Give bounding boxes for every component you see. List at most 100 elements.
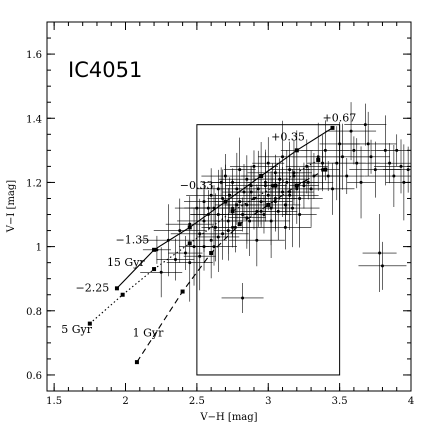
- data-point: [269, 206, 273, 210]
- data-point: [302, 184, 306, 188]
- data-point: [355, 161, 359, 165]
- model-track-marker: [323, 167, 328, 172]
- data-point: [345, 174, 349, 178]
- model-track-marker: [187, 225, 192, 230]
- data-point: [173, 257, 177, 261]
- data-point: [298, 196, 302, 200]
- data-point: [212, 206, 216, 210]
- data-point: [216, 213, 220, 217]
- annotation-label: −0.33: [180, 179, 214, 192]
- data-point: [309, 187, 313, 191]
- y-tick-label: 1.6: [26, 50, 42, 61]
- selection-box-0: [196, 124, 341, 376]
- annotation-label: 1 Gyr: [133, 326, 164, 339]
- data-point: [349, 129, 353, 133]
- data-point: [212, 245, 216, 249]
- data-point: [206, 213, 210, 217]
- data-point: [241, 213, 245, 217]
- model-track-marker: [230, 209, 235, 214]
- annotation-label: 5 Gyr: [61, 323, 92, 336]
- data-point: [228, 193, 232, 197]
- data-point: [231, 225, 235, 229]
- data-point: [326, 174, 330, 178]
- data-point: [235, 203, 239, 207]
- data-point-layer: [155, 123, 410, 300]
- data-point: [366, 142, 370, 146]
- data-point: [281, 190, 285, 194]
- data-point: [219, 180, 223, 184]
- data-point: [388, 161, 392, 165]
- model-track-marker: [114, 286, 119, 291]
- data-point: [359, 180, 363, 184]
- data-point: [221, 232, 225, 236]
- data-point: [198, 232, 202, 236]
- y-axis-label: V−I [mag]: [6, 180, 17, 233]
- x-tick-label: 4: [408, 396, 414, 407]
- data-point: [223, 200, 227, 204]
- model-track-marker: [134, 360, 139, 365]
- model-track-marker: [266, 202, 271, 207]
- data-point: [202, 219, 206, 223]
- data-point: [406, 168, 410, 172]
- x-tick-label: 3: [265, 396, 271, 407]
- data-point: [245, 203, 249, 207]
- annotation-label: +0.67: [322, 111, 356, 124]
- data-point: [392, 174, 396, 178]
- data-point: [276, 209, 280, 213]
- data-point: [155, 248, 159, 252]
- data-point: [285, 180, 289, 184]
- model-track-marker: [237, 222, 242, 227]
- data-point: [249, 190, 253, 194]
- data-point: [378, 251, 382, 255]
- plot-frame: [46, 21, 412, 392]
- data-point: [292, 171, 296, 175]
- data-point: [295, 148, 299, 152]
- data-point: [291, 206, 295, 210]
- data-point: [255, 238, 259, 242]
- data-point: [202, 245, 206, 249]
- data-point: [283, 203, 287, 207]
- y-tick-label: 1: [36, 243, 42, 254]
- data-point: [221, 196, 225, 200]
- data-point: [271, 184, 275, 188]
- data-point: [188, 261, 192, 265]
- data-point: [302, 180, 306, 184]
- data-point: [292, 174, 296, 178]
- selection-box-layer: [196, 124, 341, 376]
- model-track-marker: [209, 251, 214, 256]
- data-point: [188, 222, 192, 226]
- data-point: [238, 200, 242, 204]
- data-point: [255, 209, 259, 213]
- data-point: [273, 196, 277, 200]
- data-point: [363, 123, 367, 127]
- model-track-marker: [316, 157, 321, 162]
- data-point: [305, 164, 309, 168]
- data-point: [262, 213, 266, 217]
- data-point: [213, 225, 217, 229]
- x-tick-label: 2.5: [189, 396, 205, 407]
- data-point: [273, 200, 277, 204]
- data-point: [330, 187, 334, 191]
- data-point: [178, 229, 182, 233]
- model-track-marker: [294, 183, 299, 188]
- y-tick-label: 0.8: [26, 307, 42, 318]
- data-point: [266, 161, 270, 165]
- data-point: [259, 174, 263, 178]
- annotation-layer: +0.67 +0.35 −0.33 −1.35 15 Gyr −2.25 5 Gyr 1 Gy…: [61, 111, 356, 339]
- data-point: [206, 206, 210, 210]
- data-point: [226, 229, 230, 233]
- data-point: [198, 254, 202, 258]
- data-point: [316, 155, 320, 159]
- tick-layer: 1.5 2 2.5 3 3.5 4 0.6 0.8 1 1.2 1.4 1.6: [26, 21, 414, 407]
- data-point: [252, 164, 256, 168]
- annotation-label: +0.35: [271, 131, 305, 144]
- model-track-marker: [120, 292, 125, 297]
- data-point: [192, 245, 196, 249]
- data-point: [202, 200, 206, 204]
- data-point: [245, 216, 249, 220]
- data-point: [159, 270, 163, 274]
- data-point: [320, 161, 324, 165]
- data-point: [223, 174, 227, 178]
- data-point: [395, 148, 399, 152]
